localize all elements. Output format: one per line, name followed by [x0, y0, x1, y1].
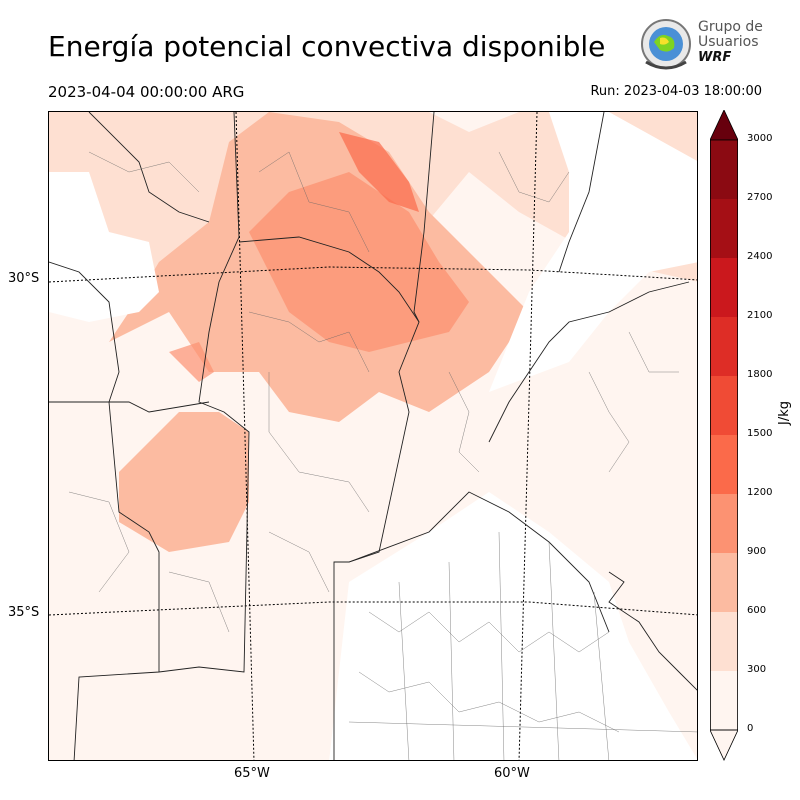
colorbar-tick-label: 2100 — [747, 310, 773, 321]
wrf-group-logo: Grupo de Usuarios WRF — [638, 16, 768, 76]
cape-clear-northeast — [489, 112, 697, 392]
colorbar-segment — [710, 317, 738, 376]
colorbar-tick-label: 600 — [747, 605, 767, 616]
colorbar-tick-label: 2400 — [747, 251, 773, 262]
lat-label-30s: 30°S — [8, 271, 40, 286]
province-borders — [49, 112, 690, 760]
logo-line-1: Grupo de — [698, 19, 763, 35]
cape-clear-area — [329, 492, 697, 760]
colorbar-tick-label: 2700 — [747, 192, 773, 203]
colorbar-tick-label: 0 — [747, 723, 754, 734]
meridian-65w — [235, 112, 255, 760]
colorbar-segment — [710, 435, 738, 494]
department-borders — [68, 151, 697, 760]
colorbar-tick-label: 300 — [747, 664, 767, 675]
colorbar-tick-label: 1500 — [747, 428, 773, 439]
colorbar-segment — [710, 376, 738, 435]
colorbar-tick-label: 3000 — [747, 133, 773, 144]
colorbar-segment — [710, 553, 738, 612]
cape-area-900-west — [169, 342, 214, 382]
logo-line-2: Usuarios — [698, 34, 759, 50]
cape-area-900 — [249, 172, 469, 352]
colorbar-extend-min — [710, 729, 738, 761]
colorbar-tick-label: 900 — [747, 546, 767, 557]
lon-label-65w: 65°W — [234, 766, 270, 781]
colorbar-unit: J/kg — [777, 401, 792, 425]
cape-area-1200 — [339, 132, 419, 212]
colorbar-segment — [710, 612, 738, 671]
valid-time: 2023-04-04 00:00:00 ARG — [48, 83, 245, 101]
globe-seal-icon — [641, 19, 691, 70]
colorbar-segment — [710, 258, 738, 317]
run-time: Run: 2023-04-03 18:00:00 — [590, 84, 762, 99]
meridian-60w — [518, 112, 538, 760]
logo-line-3: WRF — [698, 50, 732, 65]
colorbar-segment — [710, 671, 738, 730]
colorbar — [710, 110, 738, 761]
colorbar-frame — [710, 139, 738, 731]
cape-field-svg — [49, 112, 697, 760]
lon-label-60w: 60°W — [494, 766, 530, 781]
map-title: Energía potencial convectiva disponible — [48, 30, 606, 63]
colorbar-segment — [710, 199, 738, 258]
parallel-35s — [49, 601, 697, 616]
colorbar-tick-label: 1200 — [747, 487, 773, 498]
parallel-30s — [49, 266, 697, 283]
colorbar-segment — [710, 494, 738, 553]
colorbar-tick-label: 1800 — [747, 369, 773, 380]
cape-clear-west — [49, 172, 159, 322]
coastline — [608, 571, 697, 691]
colorbar-segment — [710, 140, 738, 199]
colorbar-extend-max — [710, 110, 738, 141]
cape-map — [48, 111, 698, 761]
cape-area-600-south — [119, 412, 249, 552]
lat-label-35s: 35°S — [8, 605, 40, 620]
